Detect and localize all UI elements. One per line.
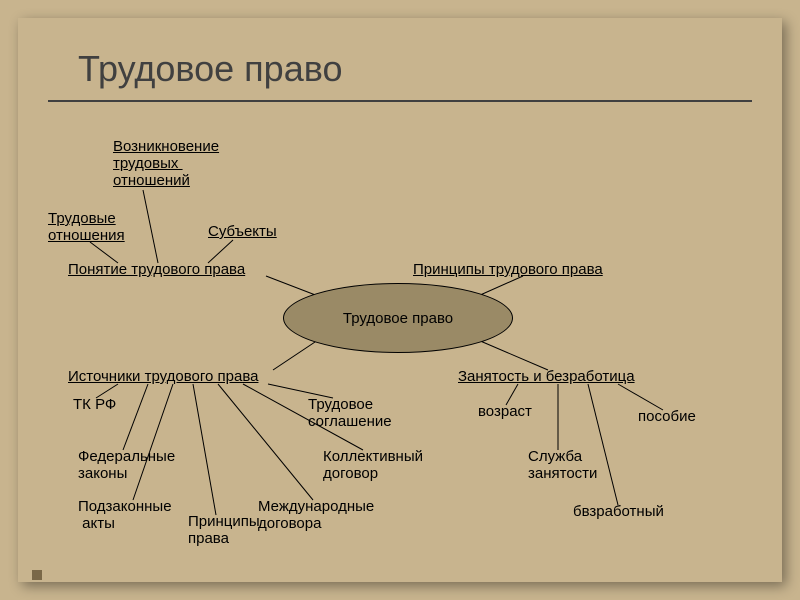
node-lawprinc: Принципыправа: [188, 513, 260, 547]
node-collective: Коллективныйдоговор: [323, 448, 423, 482]
central-node-label: Трудовое право: [343, 310, 453, 327]
node-origin: Возникновениетрудовых отношений: [113, 138, 219, 189]
slide-card: Трудовое право Трудовое право Возникнове…: [18, 18, 782, 582]
node-subjects: Субъекты: [208, 223, 277, 240]
node-bylaws: Подзаконные акты: [78, 498, 172, 532]
corner-square-icon: [32, 570, 42, 580]
node-agreement: Трудовоесоглашение: [308, 396, 392, 430]
node-tkrf: ТК РФ: [73, 396, 116, 413]
node-concept: Понятие трудового права: [68, 261, 245, 278]
node-relations: Трудовыеотношения: [48, 210, 125, 244]
node-service: Службазанятости: [528, 448, 597, 482]
node-fedlaws: Федеральныезаконы: [78, 448, 175, 482]
title-divider: [48, 100, 752, 102]
node-unemployed: бвзработный: [573, 503, 664, 520]
central-node: Трудовое право: [283, 283, 513, 353]
node-benefit: пособие: [638, 408, 696, 425]
node-sources: Источники трудового права: [68, 368, 258, 385]
slide-title: Трудовое право: [78, 48, 342, 90]
node-age: возраст: [478, 403, 532, 420]
node-intl: Международныедоговора: [258, 498, 374, 532]
node-principles: Принципы трудового права: [413, 261, 603, 278]
node-employ: Занятость и безработица: [458, 368, 635, 385]
